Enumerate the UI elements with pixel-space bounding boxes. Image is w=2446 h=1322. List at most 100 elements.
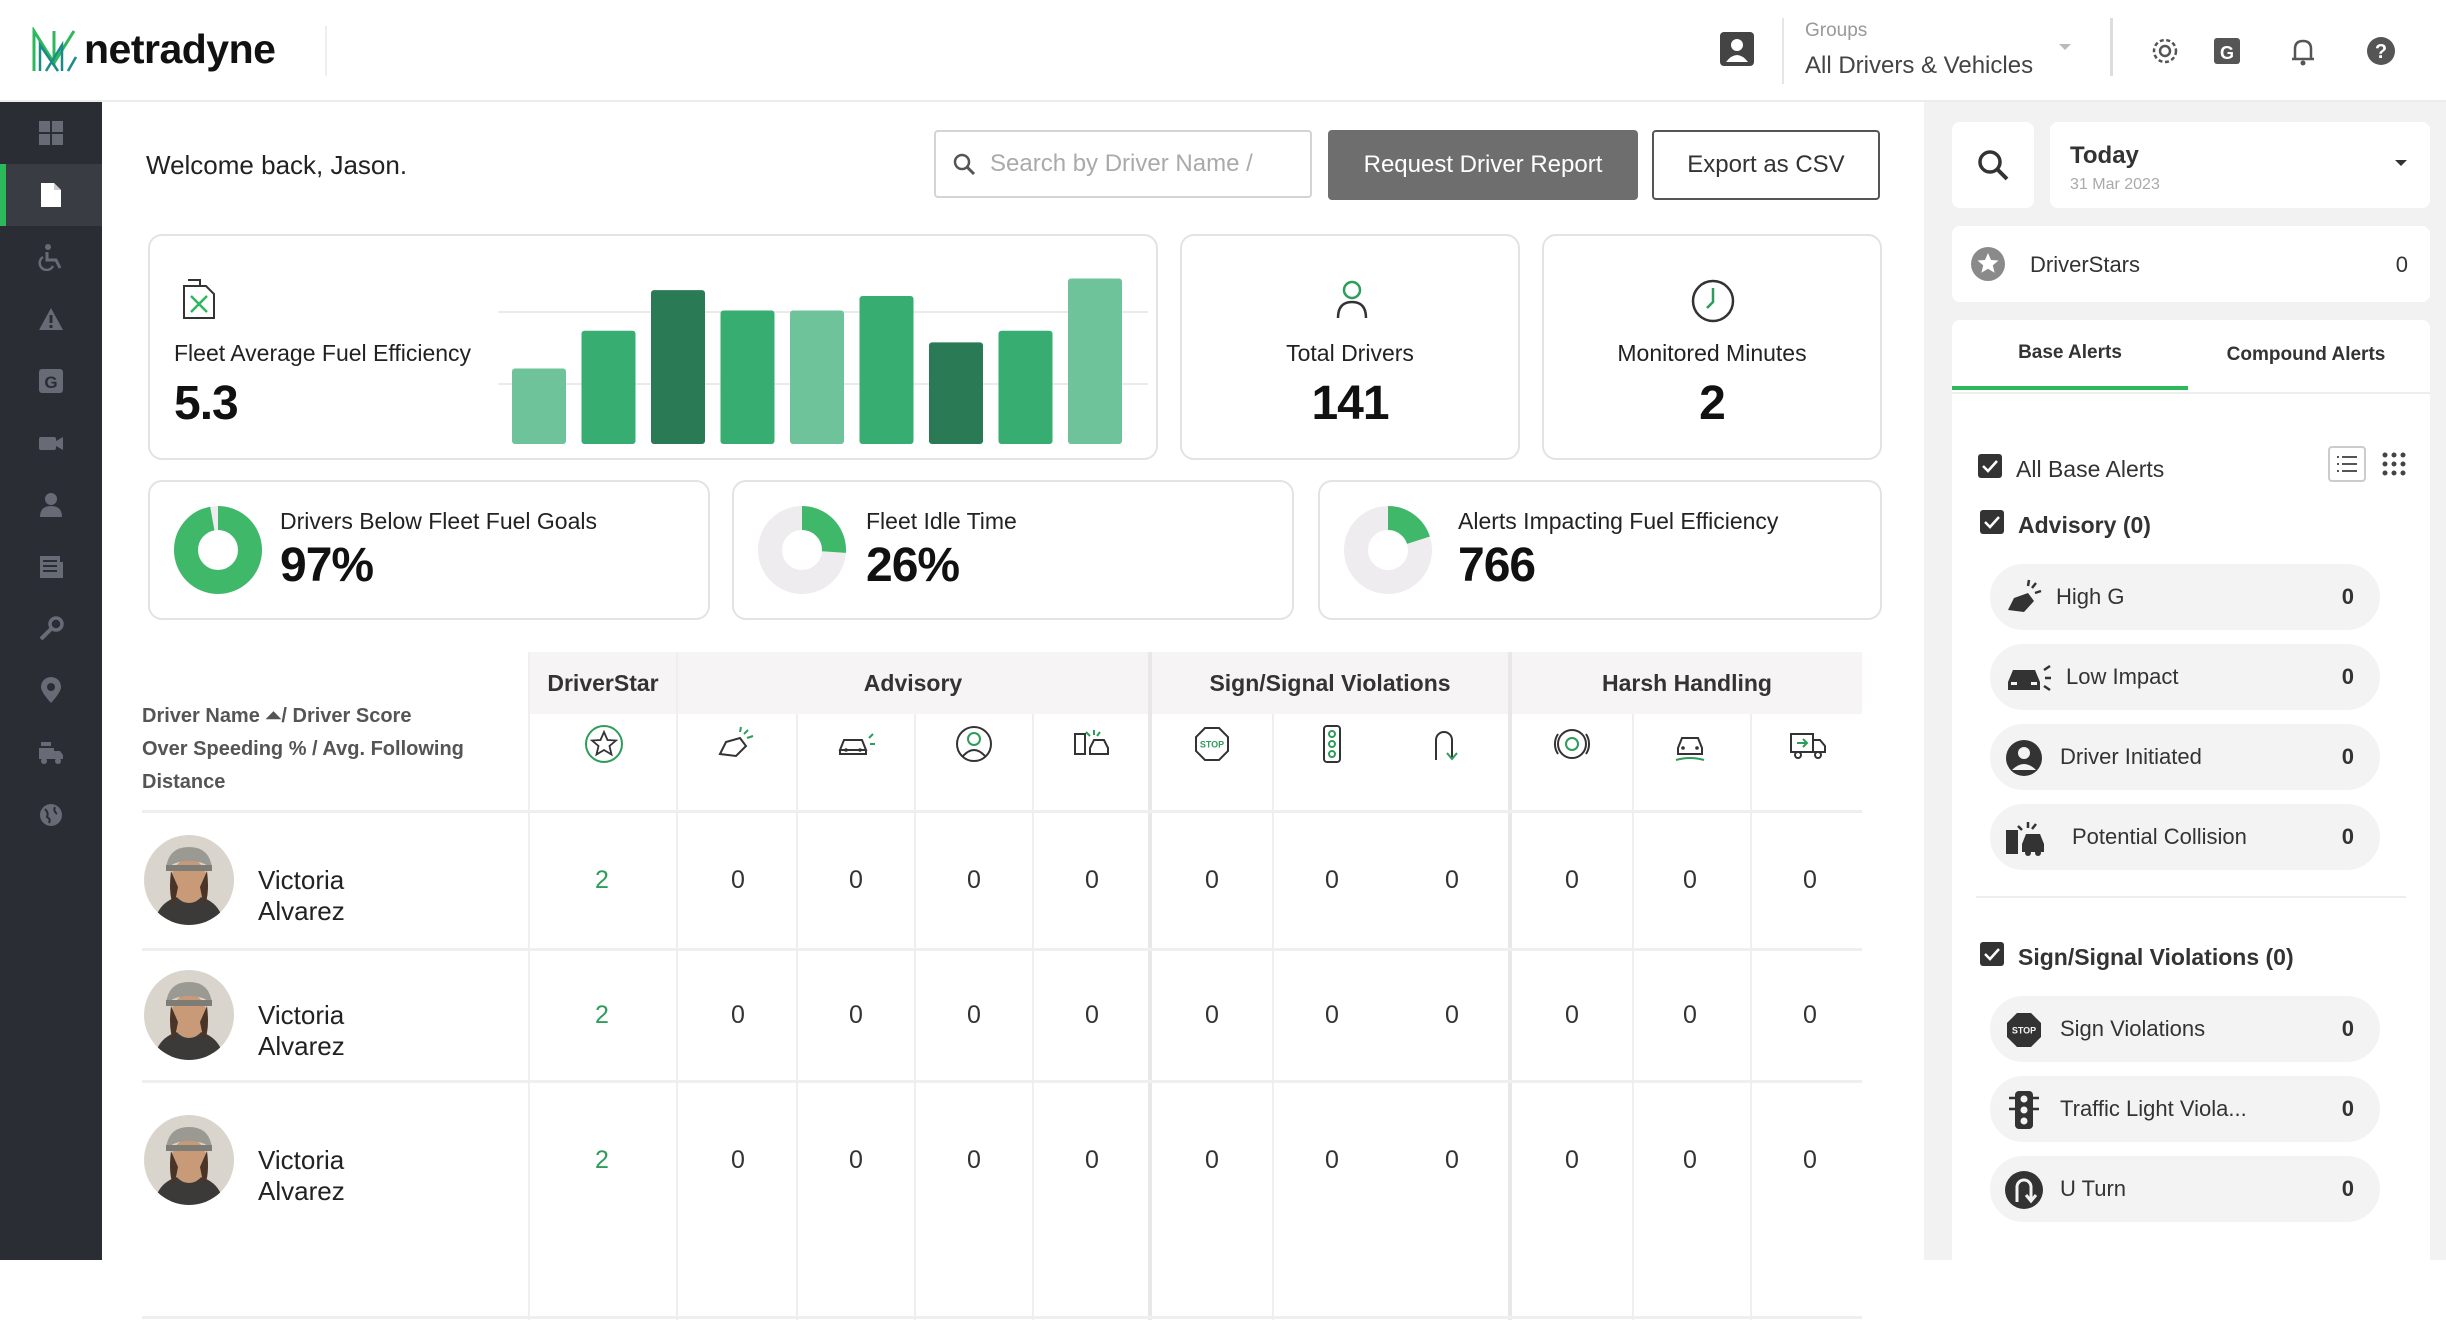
alert-count-cell[interactable]: 0 — [1803, 866, 1817, 894]
alert-row-driver-initiated[interactable]: Driver Initiated 0 — [1990, 724, 2380, 790]
list-view-icon[interactable] — [2328, 446, 2366, 482]
alert-count-cell[interactable]: 0 — [731, 866, 745, 894]
sidebar-item-g[interactable]: G — [0, 350, 102, 412]
alert-count-cell[interactable]: 0 — [1565, 1146, 1579, 1174]
sidebar: G — [0, 102, 102, 1260]
chart-bar[interactable] — [651, 290, 705, 444]
driver-name[interactable]: Victoria Alvarez — [258, 1000, 345, 1061]
export-csv-button[interactable]: Export as CSV — [1652, 130, 1880, 200]
alert-count-cell[interactable]: 0 — [1803, 1001, 1817, 1029]
driverstars-summary[interactable]: DriverStars 0 — [1952, 226, 2430, 302]
alert-count-cell[interactable]: 0 — [1205, 1146, 1219, 1174]
search-input[interactable] — [990, 144, 1290, 184]
sidebar-item-fleet[interactable] — [0, 722, 102, 784]
alert-count-cell[interactable]: 0 — [967, 1146, 981, 1174]
groups-select[interactable]: All Drivers & Vehicles — [1805, 52, 2034, 79]
help-icon[interactable]: ? — [2362, 32, 2400, 70]
alert-count-cell[interactable]: 0 — [967, 866, 981, 894]
alert-count-cell[interactable]: 0 — [1565, 866, 1579, 894]
tab-compound-alerts[interactable]: Compound Alerts — [2226, 344, 2386, 365]
alert-row-traffic-light[interactable]: Traffic Light Viola... 0 — [1990, 1076, 2380, 1142]
sidebar-item-drivers[interactable] — [0, 474, 102, 536]
alert-count-cell[interactable]: 0 — [1803, 1146, 1817, 1174]
traffic-light-icon — [2009, 1091, 2039, 1129]
chart-bar[interactable] — [790, 310, 844, 444]
sidebar-item-alerts[interactable] — [0, 288, 102, 350]
grid-view-icon[interactable] — [2380, 450, 2408, 478]
alert-count-cell[interactable]: 0 — [1683, 1001, 1697, 1029]
alert-count-cell[interactable]: 0 — [1205, 1001, 1219, 1029]
sidebar-item-globe[interactable] — [0, 784, 102, 846]
chart-bar[interactable] — [1068, 278, 1122, 444]
alert-row-low-impact[interactable]: Low Impact 0 — [1990, 644, 2380, 710]
all-base-alerts-label: All Base Alerts — [2016, 456, 2165, 482]
alert-count-cell[interactable]: 0 — [1205, 866, 1219, 894]
brand-logo[interactable]: netradyne — [32, 26, 276, 73]
bell-icon[interactable] — [2284, 32, 2322, 70]
alert-row-high-g[interactable]: High G 0 — [1990, 564, 2380, 630]
driver-name[interactable]: Victoria Alvarez — [258, 1145, 345, 1206]
panel-search-button[interactable] — [1952, 122, 2034, 208]
alert-count-cell[interactable]: 0 — [849, 866, 863, 894]
driver-column-header[interactable]: Driver Name ⏶/ Driver Score Over Speedin… — [142, 700, 482, 799]
sidebar-item-logs[interactable] — [0, 536, 102, 598]
potential-collision-icon — [2006, 822, 2044, 856]
potential-collision-icon — [1072, 724, 1112, 764]
date-picker[interactable]: Today 31 Mar 2023 — [2050, 122, 2430, 208]
all-base-alerts-checkbox[interactable] — [1978, 454, 2002, 478]
alert-count-cell[interactable]: 0 — [1683, 1146, 1697, 1174]
alert-count-cell[interactable]: 0 — [1565, 1001, 1579, 1029]
tab-base-alerts[interactable]: Base Alerts — [1952, 320, 2188, 390]
advisory-checkbox[interactable] — [1980, 510, 2004, 534]
chart-bar[interactable] — [720, 310, 775, 444]
chevron-down-icon[interactable] — [2058, 42, 2072, 52]
chart-bar[interactable] — [859, 295, 914, 444]
alert-count-cell[interactable]: 0 — [849, 1001, 863, 1029]
alert-count-cell[interactable]: 0 — [1445, 866, 1459, 894]
alert-count-cell[interactable]: 0 — [1085, 1001, 1099, 1029]
alert-count-cell[interactable]: 0 — [1325, 1146, 1339, 1174]
alert-count-cell[interactable]: 0 — [1683, 866, 1697, 894]
sidebar-item-dashboard[interactable] — [0, 102, 102, 164]
alert-count-cell[interactable]: 0 — [1085, 1146, 1099, 1174]
sidebar-item-location[interactable] — [0, 660, 102, 722]
sidebar-item-video[interactable] — [0, 412, 102, 474]
person-icon — [1332, 278, 1372, 320]
g-icon[interactable]: G — [2208, 32, 2246, 70]
alert-count-cell[interactable]: 0 — [849, 1146, 863, 1174]
stop-sign-icon: STOP — [2007, 1013, 2041, 1047]
alert-row-u-turn[interactable]: U Turn 0 — [1990, 1156, 2380, 1222]
alert-count-cell[interactable]: 0 — [1085, 866, 1099, 894]
alert-count: 0 — [2341, 1016, 2354, 1041]
alert-row-potential-collision[interactable]: Potential Collision 0 — [1990, 804, 2380, 870]
sidebar-item-maintenance[interactable] — [0, 598, 102, 660]
driver-alerts-table: Driver Name ⏶/ Driver Score Over Speedin… — [142, 652, 1862, 1322]
alert-count-cell[interactable]: 0 — [731, 1001, 745, 1029]
alert-count: 0 — [2341, 1096, 2354, 1121]
driverstar-count[interactable]: 2 — [595, 1001, 609, 1029]
driverstar-count[interactable]: 2 — [595, 866, 609, 894]
chart-bar[interactable] — [998, 330, 1053, 444]
chart-bar[interactable] — [581, 330, 636, 444]
alert-count-cell[interactable]: 0 — [1445, 1146, 1459, 1174]
sidebar-item-accessibility[interactable] — [0, 226, 102, 288]
chart-bar[interactable] — [929, 342, 983, 444]
alerts-impacting-donut — [1344, 506, 1432, 594]
alert-count-cell[interactable]: 0 — [967, 1001, 981, 1029]
sidebar-item-reports[interactable] — [0, 164, 102, 226]
driverstar-count[interactable]: 2 — [595, 1146, 609, 1174]
driver-name[interactable]: Victoria Alvarez — [258, 865, 345, 926]
clock-icon — [1690, 278, 1736, 324]
sign-signal-checkbox[interactable] — [1980, 942, 2004, 966]
alerts-panel: Base Alerts Compound Alerts All Base Ale… — [1952, 320, 2430, 1280]
chart-bar[interactable] — [512, 368, 566, 444]
alert-count-cell[interactable]: 0 — [1325, 1001, 1339, 1029]
alert-count-cell[interactable]: 0 — [1445, 1001, 1459, 1029]
alert-row-sign-violations[interactable]: STOP Sign Violations 0 — [1990, 996, 2380, 1062]
request-driver-report-button[interactable]: Request Driver Report — [1328, 130, 1638, 200]
alert-count-cell[interactable]: 0 — [731, 1146, 745, 1174]
gear-icon[interactable] — [2146, 32, 2184, 70]
driver-search[interactable] — [934, 130, 1312, 198]
user-icon[interactable] — [1718, 30, 1756, 68]
alert-count-cell[interactable]: 0 — [1325, 866, 1339, 894]
